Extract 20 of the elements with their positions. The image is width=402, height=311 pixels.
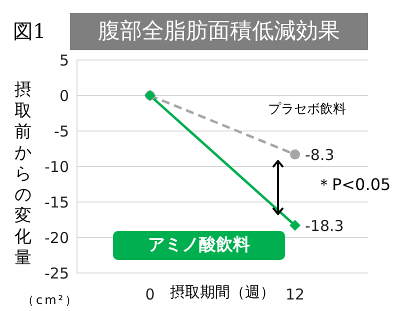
data-label: -8.3: [305, 146, 334, 164]
series-label: プラセボ飲料: [268, 101, 346, 118]
name-tag: アミノ酸飲料: [113, 231, 285, 260]
caption: 図1: [13, 18, 46, 45]
y-tick-label: -20: [44, 228, 69, 247]
x-tick-label: 12: [285, 286, 305, 304]
y-tick-label: -15: [44, 193, 69, 212]
annotation: ＊P<0.05: [316, 175, 391, 196]
data-label: -18.3: [305, 216, 344, 235]
text: 摂取前からの変化量: [14, 80, 32, 268]
point: [290, 220, 300, 231]
y-tick-label: 5: [59, 51, 69, 70]
point: [290, 149, 300, 160]
x-axis-title: 摂取期間（週）: [170, 283, 275, 301]
chart-title: 腹部全脂肪面積低減効果: [70, 13, 368, 50]
y-tick-label: -10: [44, 158, 69, 176]
y-tick-label: -5: [54, 122, 69, 140]
y-tick-label: 0: [59, 86, 69, 105]
y-tick-label: -25: [44, 264, 69, 282]
text: （cm²）: [22, 292, 80, 309]
